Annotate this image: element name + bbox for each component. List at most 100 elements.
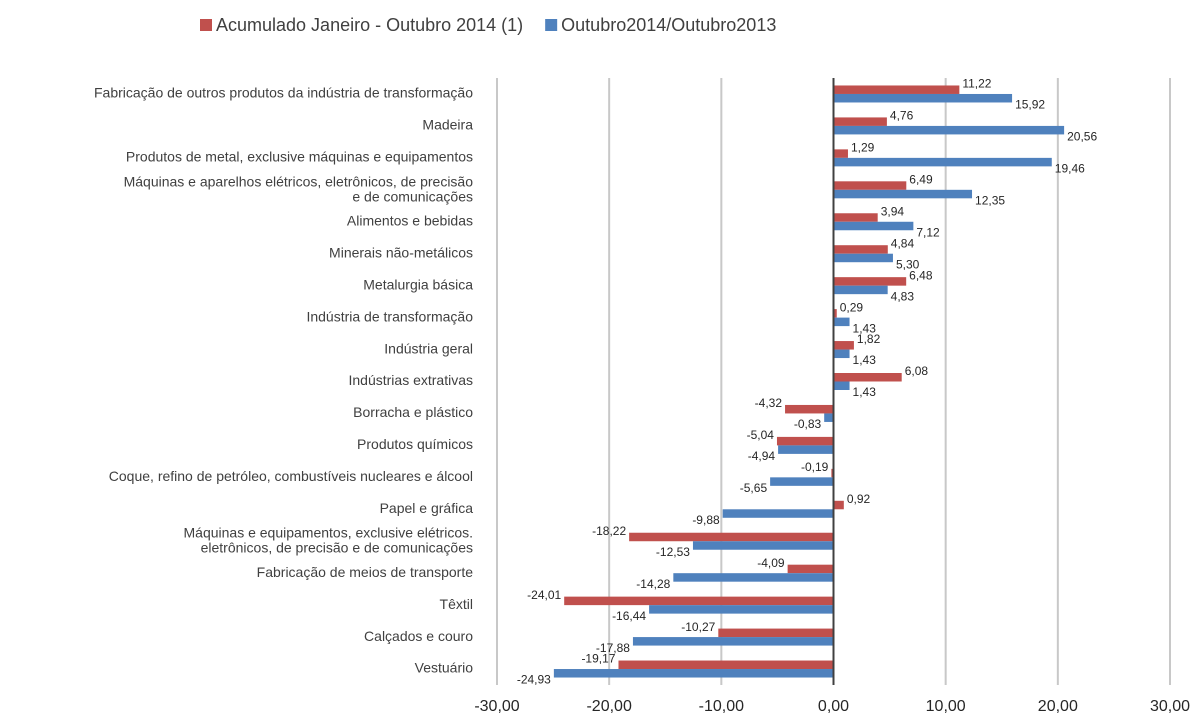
value-label: 15,92: [1015, 98, 1045, 112]
value-label: -4,32: [755, 396, 783, 410]
value-label: 1,43: [853, 353, 877, 367]
value-label: -18,22: [592, 524, 626, 538]
bar: [833, 285, 888, 295]
value-label: -10,27: [681, 620, 715, 634]
bar: [833, 309, 837, 318]
bar: [833, 221, 914, 231]
value-label: 11,22: [962, 77, 991, 91]
bar: [649, 605, 834, 614]
category-label: Produtos de metal, exclusive máquinas e …: [126, 149, 473, 165]
x-tick-label: 10,00: [926, 698, 966, 715]
value-label: -5,65: [740, 481, 768, 495]
value-label: 19,46: [1055, 162, 1085, 176]
value-label: 4,83: [891, 289, 915, 303]
bar: [833, 277, 907, 286]
category-label: Fabricação de outros produtos da indústr…: [94, 85, 473, 101]
bar: [770, 477, 834, 486]
x-tick-label: -30,00: [474, 698, 519, 715]
category-label: Máquinas e equipamentos, exclusive elétr…: [184, 524, 474, 555]
bar: [778, 445, 834, 454]
legend-swatch: [545, 19, 558, 31]
bar: [787, 564, 834, 574]
category-label: Coque, refino de petróleo, combustíveis …: [109, 468, 473, 484]
category-label: Vestuário: [415, 660, 474, 676]
category-label: Indústrias extrativas: [349, 372, 474, 388]
bar: [833, 93, 1013, 103]
bar: [833, 500, 844, 510]
x-tick-label: 30,00: [1150, 698, 1190, 715]
bar: [833, 181, 907, 190]
value-label: 6,49: [909, 172, 933, 186]
bar: [618, 660, 834, 670]
value-label: 0,92: [847, 492, 871, 506]
category-label: Madeira: [422, 117, 473, 133]
bar: [776, 436, 834, 446]
value-label: -0,19: [801, 460, 829, 474]
bar: [824, 413, 834, 422]
category-label: Fabricação de meios de transporte: [257, 564, 474, 580]
value-label: 1,43: [853, 321, 877, 335]
bar: [833, 245, 888, 254]
value-label: 3,94: [881, 204, 905, 218]
bar: [833, 85, 960, 94]
x-tick-label: -20,00: [586, 698, 631, 715]
bar: [833, 373, 902, 382]
value-label: 1,29: [851, 141, 875, 155]
value-label: 4,76: [890, 109, 914, 123]
value-label: 6,48: [909, 268, 933, 282]
value-label: 7,12: [916, 225, 940, 239]
bar: [785, 404, 834, 414]
value-label: 20,56: [1067, 130, 1097, 144]
bar: [833, 349, 850, 359]
value-label: -4,09: [757, 556, 785, 570]
bar: [564, 596, 834, 606]
bar: [831, 468, 834, 478]
bar: [833, 117, 887, 126]
category-label: Alimentos e bebidas: [347, 212, 473, 228]
value-label: 5,30: [896, 257, 920, 271]
bar: [833, 157, 1052, 167]
bar: [553, 669, 834, 678]
bar: [673, 573, 834, 582]
x-tick-label: 20,00: [1038, 698, 1078, 715]
value-label: 1,82: [857, 332, 881, 346]
bar: [833, 213, 878, 222]
bar: [722, 509, 834, 518]
bar: [718, 628, 834, 638]
category-label: Metalurgia básica: [363, 276, 473, 292]
value-label: -0,83: [794, 417, 822, 431]
category-label: Máquinas e aparelhos elétricos, eletrôni…: [124, 173, 474, 204]
category-label: Papel e gráfica: [380, 500, 474, 516]
value-label: -14,28: [636, 577, 670, 591]
legend-swatch: [200, 19, 212, 31]
bar: [833, 189, 973, 199]
bar: [692, 541, 834, 550]
bar: [833, 317, 850, 327]
category-label: Minerais não-metálicos: [329, 244, 473, 260]
category-label: Borracha e plástico: [353, 404, 473, 420]
legend-label: Acumulado Janeiro - Outubro 2014 (1): [216, 15, 523, 35]
legend-label: Outubro2014/Outubro2013: [561, 15, 776, 35]
value-label: -24,01: [527, 588, 561, 602]
bar: [833, 341, 854, 350]
value-label: -12,53: [656, 545, 690, 559]
bar: [833, 253, 893, 263]
value-label: -4,94: [748, 449, 776, 463]
value-label: -5,04: [747, 428, 775, 442]
category-label: Calçados e couro: [364, 628, 473, 644]
value-label: -17,88: [596, 641, 630, 655]
x-tick-label: -10,00: [699, 698, 744, 715]
bar: [833, 125, 1065, 135]
bar: [632, 637, 834, 646]
value-label: -16,44: [612, 609, 646, 623]
x-tick-label: 0,00: [818, 698, 849, 715]
category-label: Produtos químicos: [357, 436, 473, 452]
value-label: 1,43: [853, 385, 877, 399]
value-label: 6,08: [905, 364, 929, 378]
value-label: 12,35: [975, 193, 1005, 207]
category-label: Indústria de transformação: [306, 308, 473, 324]
value-label: -24,93: [517, 673, 551, 687]
category-label: Indústria geral: [384, 340, 473, 356]
